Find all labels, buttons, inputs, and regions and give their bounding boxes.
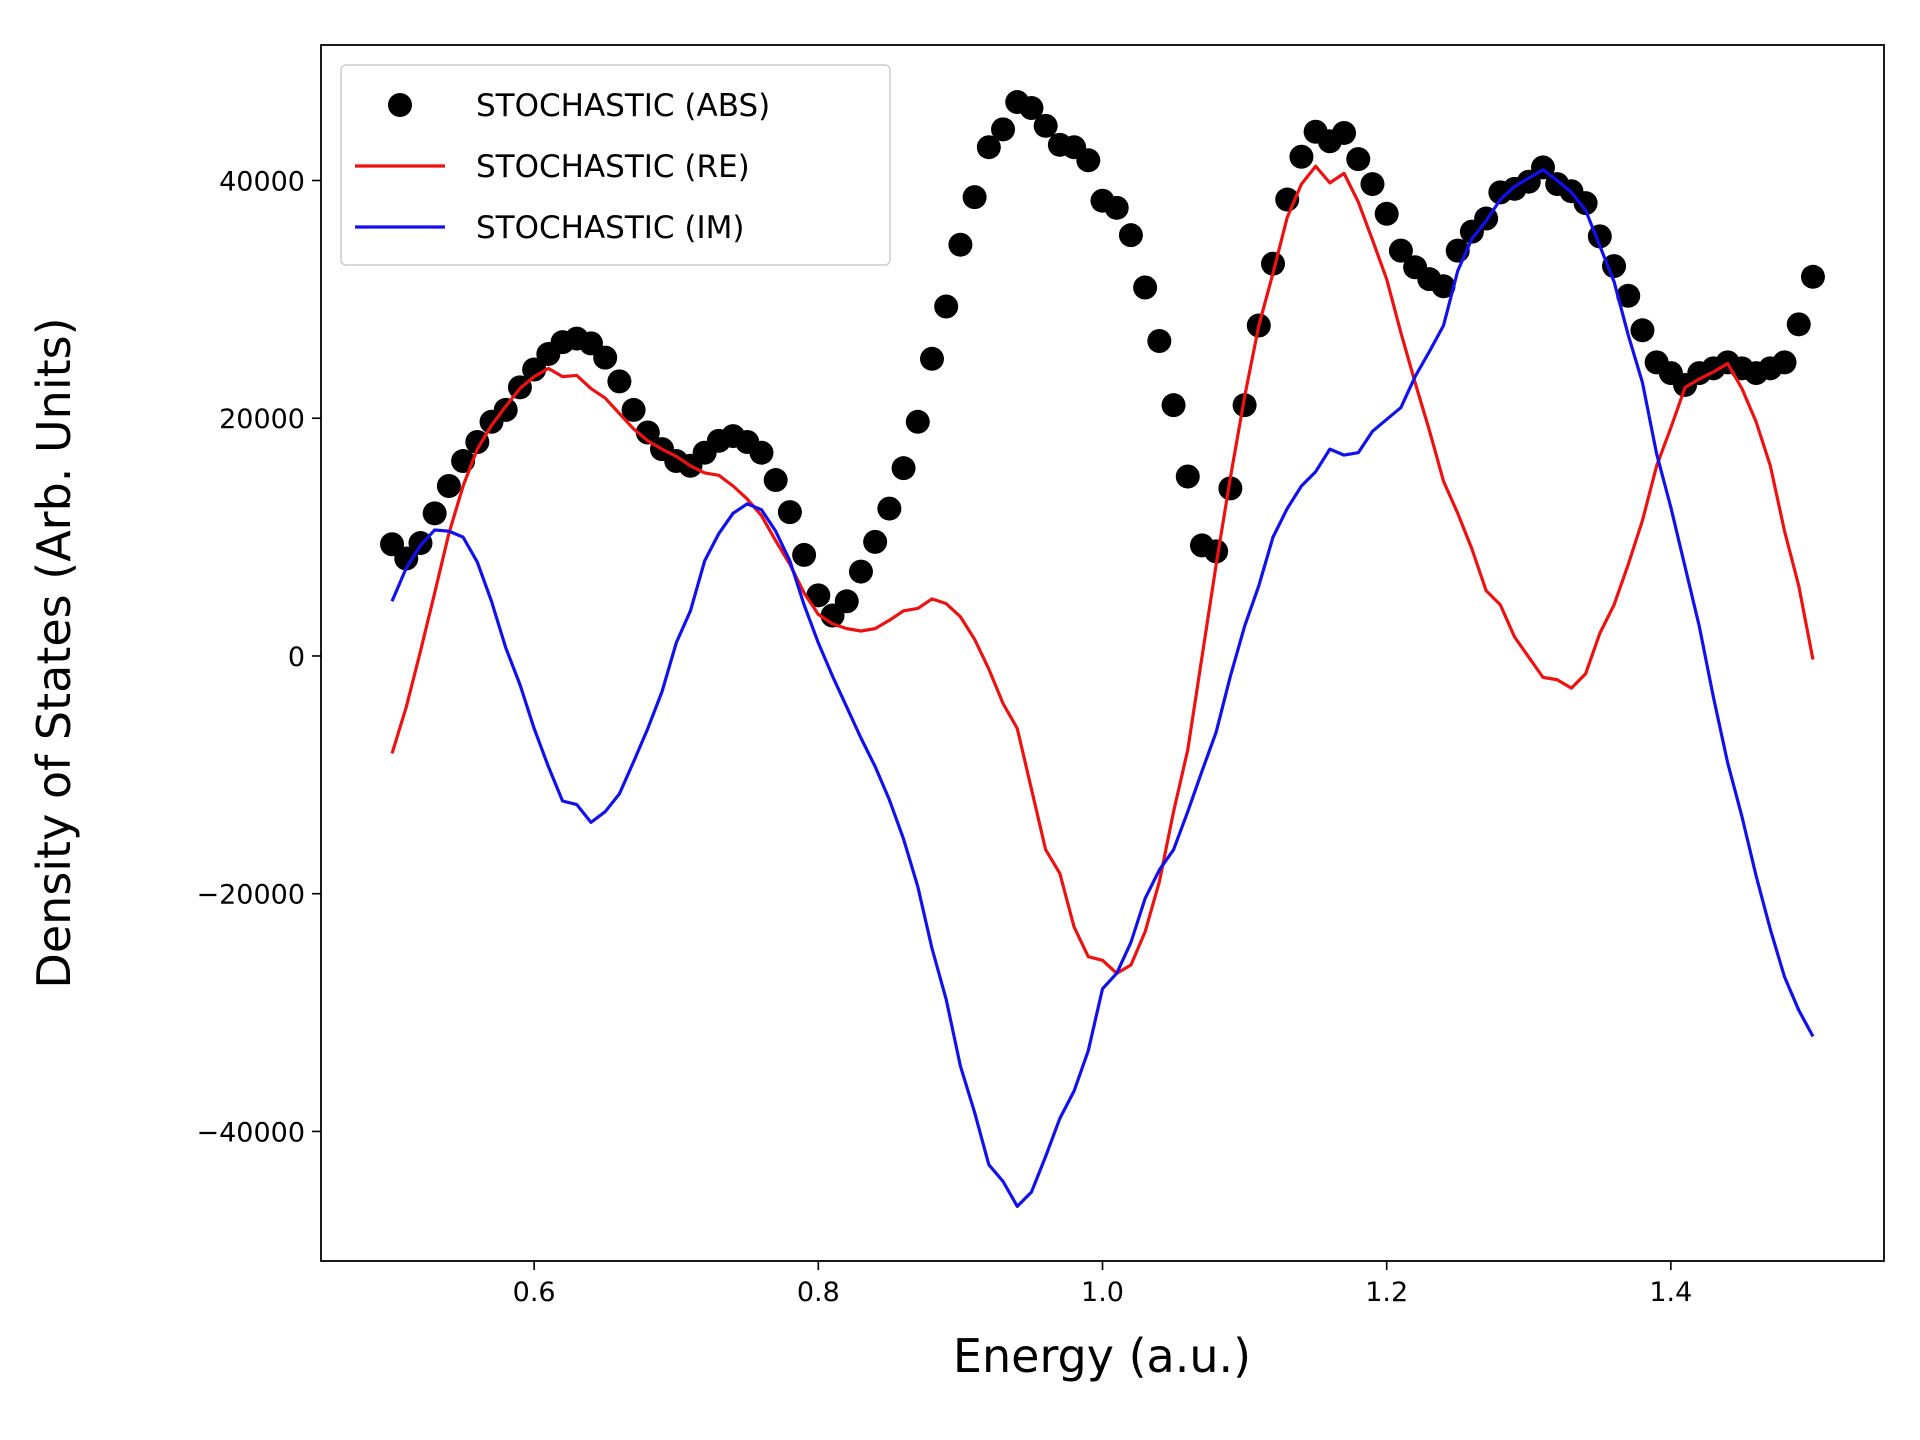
data-point [863,529,888,554]
data-point [792,542,817,567]
data-point [806,583,831,608]
data-point [522,357,547,382]
data-point [1076,148,1101,173]
data-point [593,345,618,370]
data-point [1261,251,1286,276]
data-point [394,546,419,571]
data-point [976,135,1001,160]
data-point [1573,191,1598,216]
plot-area [380,90,1825,1208]
series-line [390,168,1815,1208]
data-point [1204,539,1229,564]
data-point [1218,476,1243,501]
data-point [834,589,859,614]
data-point [919,346,944,371]
data-point [1104,195,1129,220]
data-point [763,468,788,493]
data-point [1360,172,1385,197]
series-line [390,164,1815,975]
data-point [1388,238,1413,263]
data-point [1147,328,1172,353]
data-point [1332,120,1357,145]
y-tick-label: 20000 [219,404,305,435]
y-tick-label: −40000 [196,1117,305,1148]
data-point [422,501,447,526]
data-point [891,456,916,481]
legend-box [340,64,891,266]
data-point [607,369,632,394]
data-point [749,440,774,465]
x-tick-label: 1.4 [1649,1277,1692,1308]
data-point [1033,113,1058,138]
x-tick-label: 0.8 [797,1277,840,1308]
plot-frame [320,44,1885,1262]
x-tick-label: 0.6 [513,1277,556,1308]
data-point [1772,350,1797,375]
data-point [848,559,873,584]
data-point [1161,393,1186,418]
data-point [1289,144,1314,169]
data-point [905,409,930,434]
data-point [436,473,461,498]
data-point [1616,283,1641,308]
y-tick-label: 0 [288,642,305,673]
data-point [1175,464,1200,489]
legend-label: STOCHASTIC (RE) [476,149,750,185]
data-point [962,185,987,210]
data-point [948,232,973,257]
data-point [1346,147,1371,172]
x-axis-label: Energy (a.u.) [953,1329,1251,1383]
data-point [1800,264,1825,289]
data-point [621,397,646,422]
data-point [1133,275,1158,300]
y-tick-label: −20000 [196,880,305,911]
data-point [1602,254,1627,279]
x-tick-label: 1.2 [1365,1277,1408,1308]
y-axis-label: Density of States (Arb. Units) [27,317,81,988]
y-tick-label: 40000 [219,167,305,198]
data-point [1374,201,1399,226]
x-tick-label: 1.0 [1081,1277,1124,1308]
legend-marker [388,93,412,117]
data-point [877,496,902,521]
legend-label: STOCHASTIC (ABS) [476,88,770,124]
data-point [1118,223,1143,248]
data-point [1630,318,1655,343]
data-point [635,420,660,445]
data-point [1786,312,1811,337]
data-point [777,500,802,525]
data-point [991,117,1016,142]
data-point [934,294,959,319]
data-point [1019,95,1044,120]
legend-label: STOCHASTIC (IM) [476,210,745,246]
data-point [1431,274,1456,299]
